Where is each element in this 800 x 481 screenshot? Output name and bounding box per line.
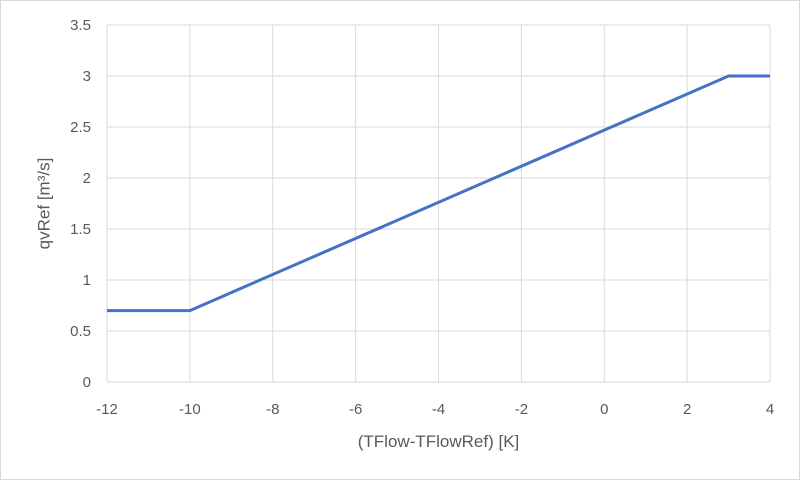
x-tick-label: -10 <box>179 401 201 418</box>
y-tick-label: 2.5 <box>70 119 91 136</box>
y-axis-title: qvRef [m³/s] <box>34 158 53 250</box>
y-tick-labels: 0 0.5 1 1.5 2 2.5 3 3.5 <box>70 17 91 391</box>
series-layer <box>107 74 770 313</box>
series-line <box>107 74 770 313</box>
x-axis-title: (TFlow-TFlowRef) [K] <box>358 432 520 451</box>
x-tick-label: 0 <box>600 401 608 418</box>
y-tick-label: 0.5 <box>70 323 91 340</box>
x-tick-label: 2 <box>683 401 691 418</box>
x-tick-label: -4 <box>432 401 445 418</box>
x-tick-label: -8 <box>266 401 279 418</box>
y-tick-label: 3.5 <box>70 17 91 34</box>
y-tick-label: 0 <box>83 374 91 391</box>
x-tick-label: -12 <box>96 401 118 418</box>
y-tick-label: 3 <box>83 68 91 85</box>
gridlines <box>106 24 771 383</box>
x-tick-label: -6 <box>349 401 362 418</box>
x-tick-label: 4 <box>766 401 774 418</box>
x-tick-labels: -12 -10 -8 -6 -4 -2 0 2 4 <box>96 401 774 418</box>
y-tick-label: 1 <box>83 272 91 289</box>
y-tick-label: 2 <box>83 170 91 187</box>
x-tick-label: -2 <box>515 401 528 418</box>
y-tick-label: 1.5 <box>70 221 91 238</box>
